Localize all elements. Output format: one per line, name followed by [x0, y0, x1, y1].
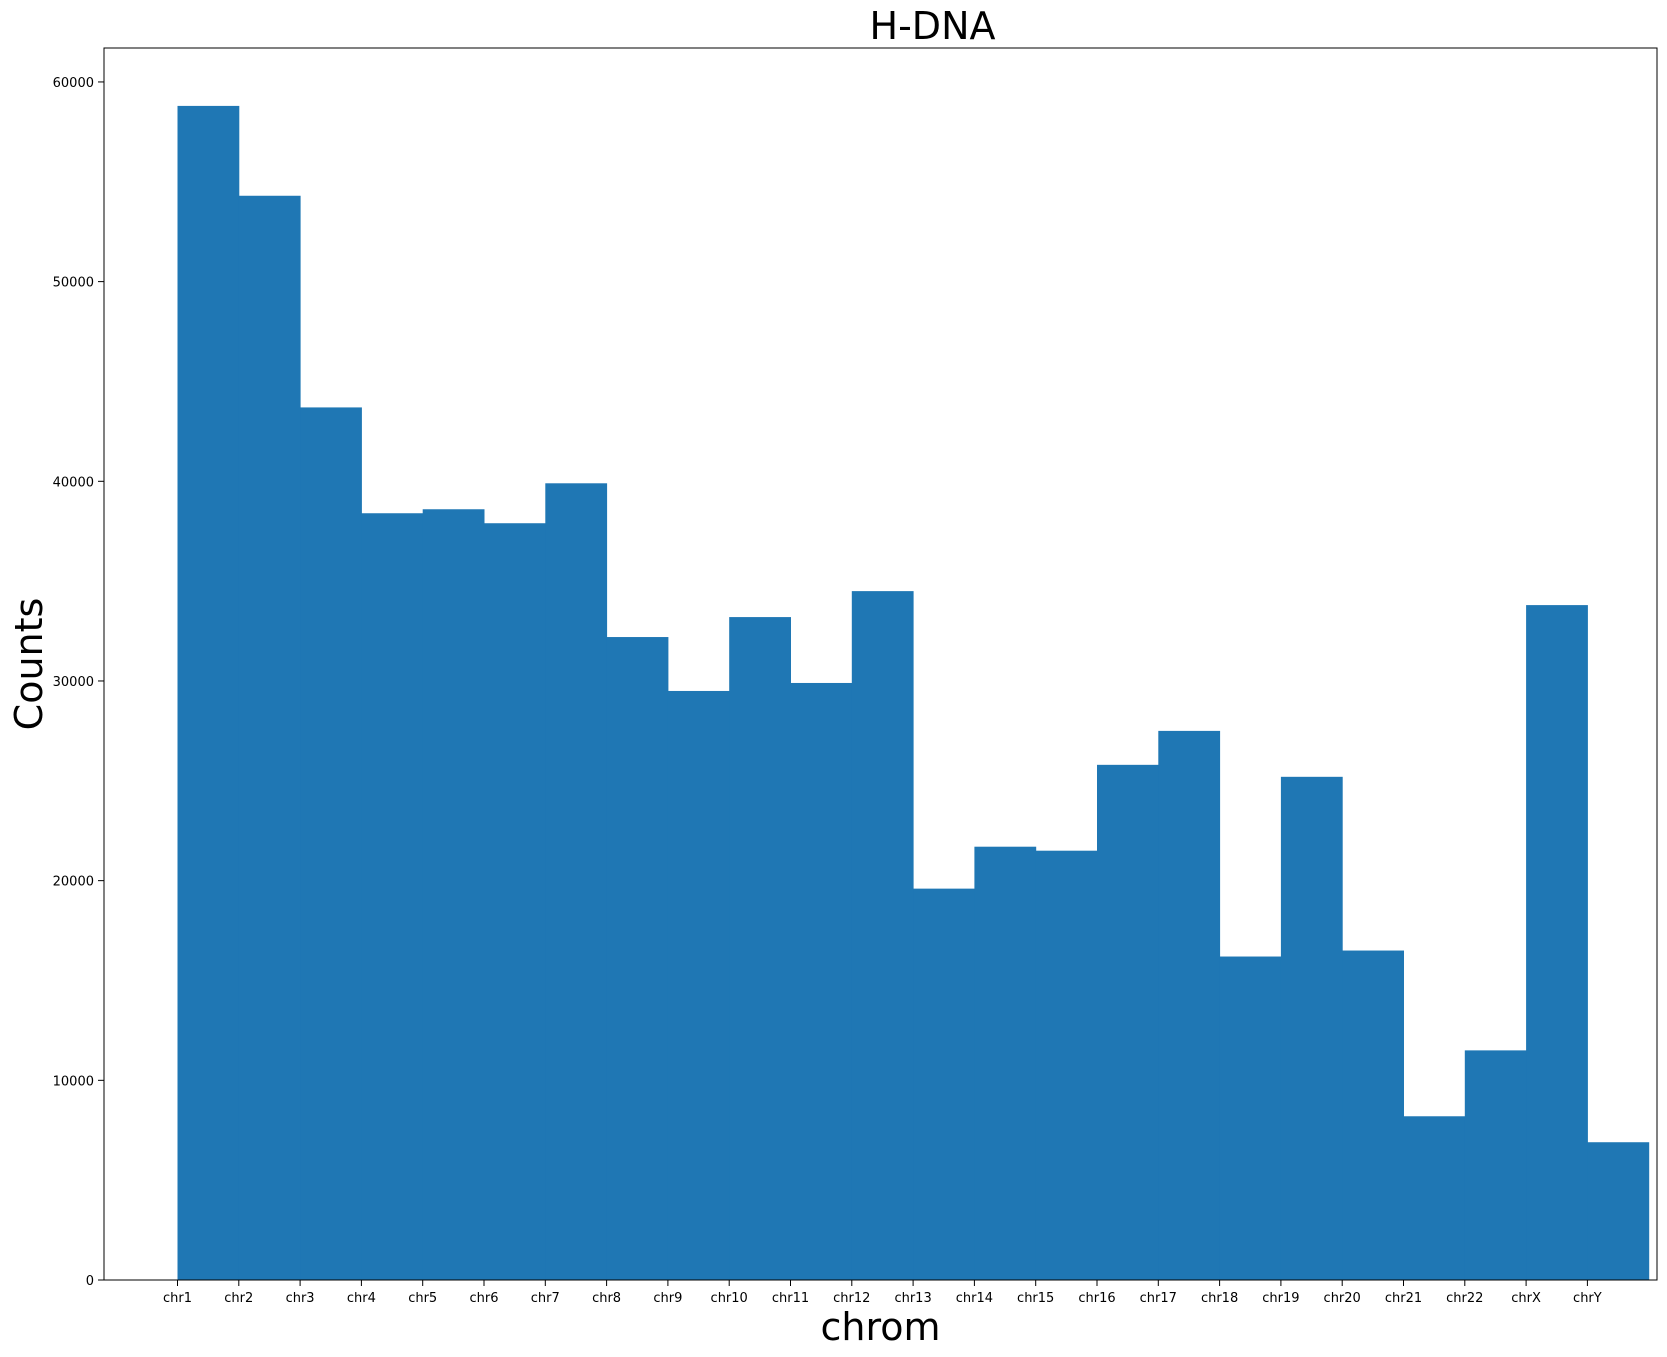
x-tick-label: chr14 [956, 1291, 993, 1306]
x-tick-label: chr16 [1078, 1291, 1115, 1306]
chart-title: H-DNA [870, 4, 996, 48]
x-tick-label: chr9 [653, 1291, 682, 1306]
y-tick-label: 50000 [53, 276, 94, 291]
x-tick-label: chr8 [592, 1291, 621, 1306]
x-tick-label: chr19 [1262, 1291, 1299, 1306]
x-tick-label: chr15 [1017, 1291, 1054, 1306]
x-axis-label: chrom [820, 1305, 940, 1349]
bar-chr16 [1097, 764, 1159, 1280]
x-tick-label: chr12 [833, 1291, 870, 1306]
x-tick-label: chr22 [1446, 1291, 1483, 1306]
x-tick-label: chrY [1573, 1291, 1602, 1306]
bar-chr13 [913, 888, 975, 1280]
x-tick-label: chrX [1511, 1291, 1541, 1306]
x-tick-label: chr18 [1201, 1291, 1238, 1306]
x-tick-label: chr1 [163, 1291, 192, 1306]
bar-chr3 [300, 407, 362, 1281]
y-axis-label: Counts [7, 598, 51, 731]
bar-chr9 [667, 690, 730, 1280]
x-axis-ticks: chr1 chr2 chr3 chr4 chr5 chr6 chr7 chr8 chr9 chr1… [163, 1280, 1602, 1306]
x-tick-label: chr21 [1385, 1291, 1422, 1306]
x-tick-label: chr2 [224, 1291, 253, 1306]
x-tick-label: chr3 [286, 1291, 315, 1306]
x-tick-label: chr11 [772, 1291, 809, 1306]
y-tick-label: 30000 [53, 675, 94, 690]
bar-chr11 [790, 682, 853, 1280]
x-tick-label: chr4 [347, 1291, 376, 1306]
bar-chr15 [1035, 850, 1098, 1280]
bar-chr12 [851, 591, 914, 1280]
bar-chr22 [1464, 1050, 1527, 1280]
bar-chr19 [1280, 776, 1343, 1280]
bar-chr17 [1158, 730, 1221, 1280]
bar-chr8 [606, 637, 669, 1280]
bar-chr1 [177, 105, 240, 1280]
y-tick-label: 10000 [53, 1074, 94, 1089]
bars-group [177, 105, 1650, 1281]
y-tick-label: 20000 [53, 875, 94, 890]
bar-chr4 [361, 513, 424, 1280]
x-tick-label: chr10 [711, 1291, 748, 1306]
bar-chrX [1526, 605, 1588, 1280]
y-tick-label: 40000 [53, 475, 94, 490]
x-tick-label: chr6 [469, 1291, 498, 1306]
bar-chr6 [484, 523, 546, 1280]
x-tick-label: chr20 [1324, 1291, 1361, 1306]
axes-frame [103, 47, 1658, 1281]
bar-chrY [1587, 1142, 1650, 1280]
bar-chr5 [422, 509, 485, 1280]
bar-chr14 [974, 846, 1037, 1280]
bar-chr10 [729, 617, 791, 1280]
x-tick-label: chr7 [531, 1291, 560, 1306]
bar-chr7 [545, 483, 608, 1281]
bar-chr20 [1342, 950, 1404, 1280]
y-tick-label: 60000 [53, 76, 94, 91]
x-tick-label: chr5 [408, 1291, 437, 1306]
y-tick-label: 0 [86, 1274, 94, 1289]
x-tick-label: chr17 [1140, 1291, 1177, 1306]
bar-chr18 [1219, 956, 1282, 1280]
y-axis-ticks: 0 10000 20000 30000 40000 50000 60000 [53, 76, 104, 1289]
bar-chr21 [1403, 1116, 1466, 1280]
x-tick-label: chr13 [894, 1291, 931, 1306]
bar-chr2 [238, 195, 301, 1280]
